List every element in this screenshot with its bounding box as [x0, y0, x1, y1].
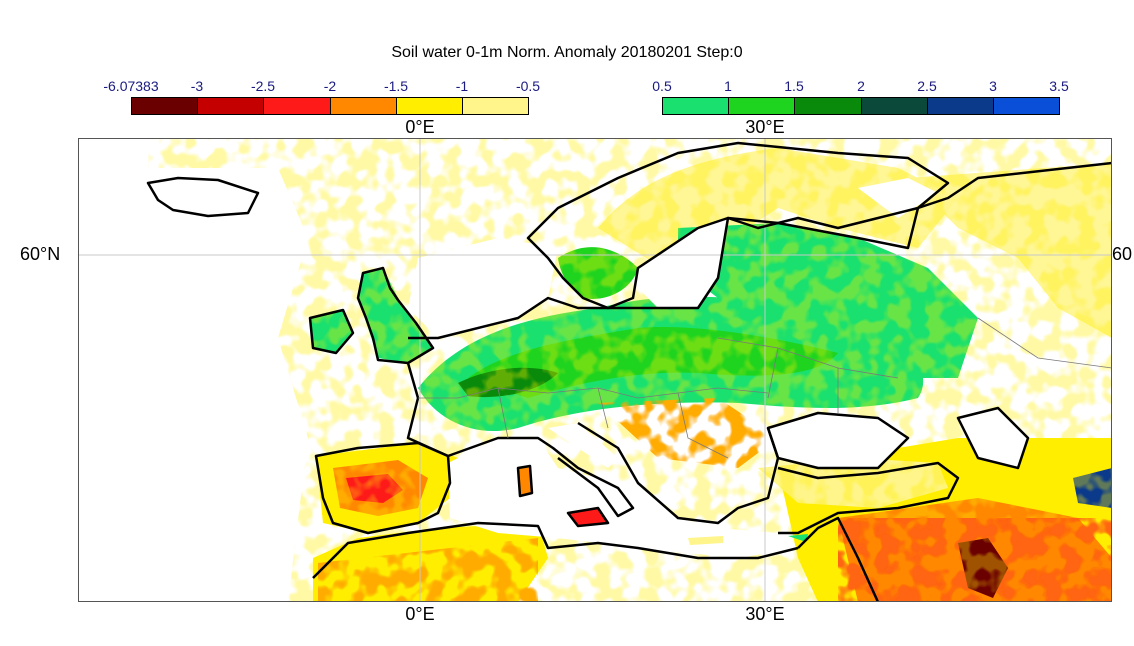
lat-label-60-left: 60°N — [20, 244, 61, 264]
cb-neg-tick-5: -1 — [455, 78, 469, 94]
coast-mainland — [408, 161, 1112, 340]
cb-neg-tick-0: -6.07383 — [103, 78, 159, 94]
cb-pos-tick-2: 1.5 — [784, 78, 804, 94]
sea-baltic — [638, 218, 728, 308]
island-crete — [688, 536, 723, 545]
lon-label-0-top: 0°E — [405, 117, 435, 137]
border-9 — [977, 317, 1112, 369]
cb-neg-swatch-2 — [263, 97, 331, 115]
cb-pos-tick-5: 3 — [989, 78, 997, 94]
cb-neg-swatch-4 — [396, 97, 463, 115]
coast-scandinavia — [526, 141, 950, 310]
cb-neg-tick-4: -1.5 — [383, 78, 409, 94]
cb-pos-swatch-0 — [662, 97, 729, 115]
border-5 — [717, 337, 899, 379]
coast-britain — [356, 266, 435, 365]
lon-label-30-bottom: 30°E — [745, 604, 785, 624]
cb-neg-tick-6: -0.5 — [515, 78, 541, 94]
border-2 — [497, 387, 509, 439]
graticule — [78, 138, 1112, 602]
cb-pos-tick-4: 2.5 — [917, 78, 937, 94]
cb-neg-tick-1: -3 — [190, 78, 204, 94]
coast-mideast — [797, 516, 880, 602]
sea-adriatic — [548, 423, 618, 468]
cb-pos-swatch-4 — [927, 97, 994, 115]
cb-neg-tick-3: -2 — [323, 78, 337, 94]
cb-pos-tick-6: 3.5 — [1049, 78, 1069, 94]
coast-france-italy — [406, 362, 635, 518]
lat-label-60-right: 60 — [1112, 244, 1133, 264]
coast-sardinia — [516, 464, 534, 498]
sea-atlantic — [78, 138, 308, 602]
map-frame — [78, 138, 1112, 602]
border-1 — [457, 387, 769, 399]
cb-pos-tick-1: 1 — [724, 78, 732, 94]
sea-black — [768, 413, 908, 468]
cb-pos-swatch-1 — [728, 97, 795, 115]
coast-caspian — [956, 406, 1030, 470]
coast-turkey — [777, 461, 960, 535]
sea-masks — [78, 138, 1028, 602]
coast-ireland — [308, 308, 355, 355]
cb-pos-tick-0: 0.5 — [652, 78, 672, 94]
map-title: Soil water 0-1m Norm. Anomaly 20180201 S… — [391, 44, 743, 61]
cb-neg-swatch-5 — [462, 97, 529, 115]
cb-pos-swatch-3 — [861, 97, 928, 115]
cb-neg-swatch-3 — [330, 97, 397, 115]
lon-label-30-top: 30°E — [745, 117, 785, 137]
cb-neg-swatch-1 — [197, 97, 264, 115]
sea-white — [858, 178, 938, 218]
cb-pos-swatch-2 — [794, 97, 862, 115]
cb-neg-tick-2: -2.5 — [250, 78, 276, 94]
sea-north — [408, 238, 558, 338]
coast-sicily — [566, 506, 610, 528]
coast-iceland — [146, 176, 260, 218]
cb-neg-swatch-0 — [131, 97, 198, 115]
border-6 — [767, 347, 779, 399]
coast-iberia — [314, 441, 452, 535]
lon-label-0-bottom: 0°E — [405, 604, 435, 624]
island-cyprus — [788, 534, 808, 542]
country-borders — [418, 317, 1112, 459]
coast-north-africa — [312, 521, 799, 579]
island-sardinia — [518, 466, 532, 496]
border-4 — [677, 392, 729, 459]
cb-pos-swatch-5 — [993, 97, 1060, 115]
anomaly-map — [78, 138, 1112, 602]
coast-balkans — [577, 421, 780, 525]
coast-black-sea — [766, 411, 910, 470]
border-3 — [597, 387, 609, 429]
coastlines — [146, 141, 1112, 602]
sea-mediterranean — [448, 438, 798, 558]
cb-pos-tick-3: 2 — [857, 78, 865, 94]
